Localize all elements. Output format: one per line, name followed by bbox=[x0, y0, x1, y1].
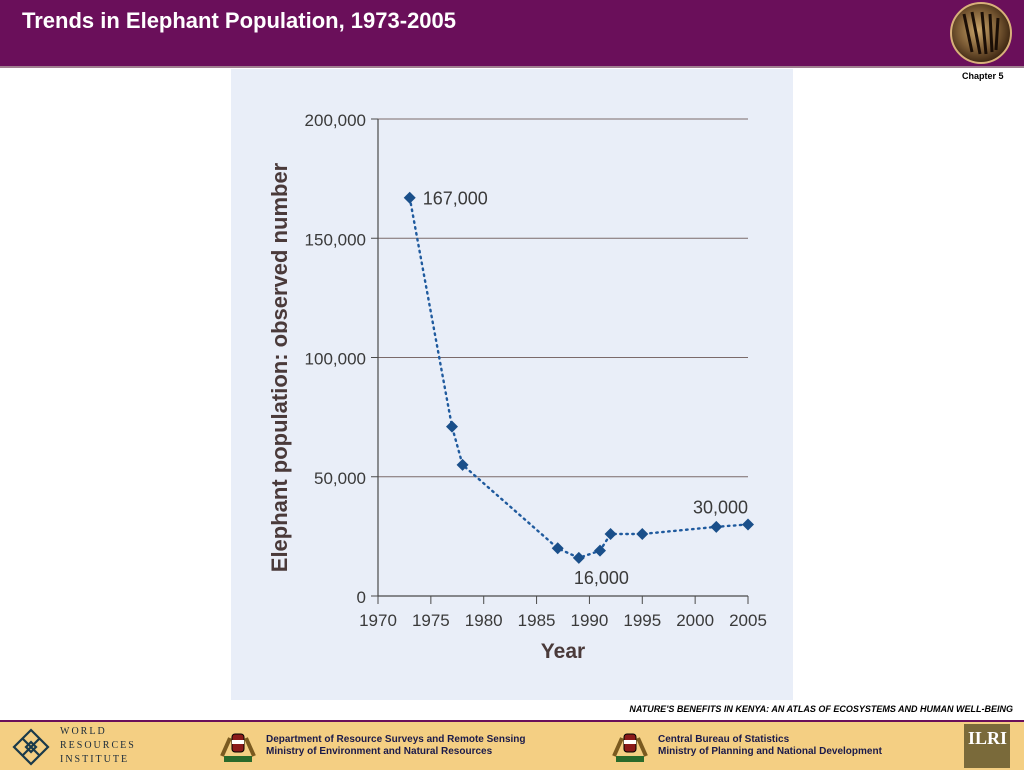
data-label: 16,000 bbox=[574, 568, 629, 588]
y-tick-label: 100,000 bbox=[305, 350, 366, 369]
data-point bbox=[742, 518, 754, 531]
chapter-label: Chapter 5 bbox=[962, 71, 1004, 81]
atlas-caption: NATURE'S BENEFITS IN KENYA: AN ATLAS OF … bbox=[629, 704, 1013, 714]
wri-line-3: INSTITUTE bbox=[60, 754, 130, 765]
footer-bar: WORLD RESOURCES INSTITUTE Department of … bbox=[0, 720, 1024, 770]
data-label: 30,000 bbox=[693, 497, 748, 517]
x-tick-label: 1990 bbox=[571, 611, 609, 630]
data-point bbox=[446, 420, 458, 433]
x-tick-label: 2005 bbox=[729, 611, 767, 630]
x-tick-label: 2000 bbox=[676, 611, 714, 630]
y-tick-label: 150,000 bbox=[305, 230, 366, 249]
dept1-line-2: Ministry of Environment and Natural Reso… bbox=[266, 746, 493, 757]
ilri-logo-icon bbox=[964, 724, 1010, 768]
wri-line-2: RESOURCES bbox=[60, 740, 136, 751]
ilri-logo: ILRI bbox=[964, 724, 1010, 768]
kenya-coat-of-arms-icon bbox=[220, 733, 256, 762]
data-point bbox=[572, 551, 585, 564]
kenya-coat-of-arms-icon bbox=[612, 733, 648, 762]
y-tick-label: 200,000 bbox=[305, 111, 366, 130]
wri-line-1: WORLD bbox=[60, 726, 107, 737]
elephant-population-chart: 0 50,000 100,000 150,000 200,000 1970 1975 1980… bbox=[267, 111, 767, 663]
header-bar: Trends in Elephant Population, 1973-2005 bbox=[0, 0, 1024, 68]
x-axis-title: Year bbox=[541, 640, 585, 663]
x-tick-label: 1975 bbox=[412, 611, 450, 630]
y-axis-title: Elephant population: observed number bbox=[267, 162, 292, 572]
page-title: Trends in Elephant Population, 1973-2005 bbox=[22, 8, 457, 33]
series-line bbox=[408, 196, 750, 560]
y-tick-label: 50,000 bbox=[314, 469, 366, 488]
wri-knot-icon bbox=[12, 728, 50, 766]
chart-panel: 0 50,000 100,000 150,000 200,000 1970 1975 1980… bbox=[231, 69, 793, 700]
data-point bbox=[551, 542, 564, 555]
y-tick-label: 0 bbox=[357, 588, 366, 607]
x-tick-label: 1980 bbox=[465, 611, 503, 630]
dept2-line-1: Central Bureau of Statistics bbox=[658, 734, 790, 745]
data-point bbox=[403, 191, 416, 204]
data-point bbox=[594, 544, 606, 557]
dept2-line-2: Ministry of Planning and National Develo… bbox=[658, 746, 882, 757]
dept-resource-surveys: Department of Resource Surveys and Remot… bbox=[266, 734, 526, 758]
x-tick-label: 1970 bbox=[359, 611, 397, 630]
ilri-wordmark: ILRI bbox=[968, 728, 1008, 748]
data-point bbox=[604, 527, 617, 540]
zebra-logo-icon bbox=[950, 2, 1012, 64]
dept-statistics: Central Bureau of Statistics Ministry of… bbox=[658, 734, 882, 758]
x-tick-label: 1985 bbox=[518, 611, 556, 630]
data-point bbox=[636, 527, 649, 540]
dept1-line-1: Department of Resource Surveys and Remot… bbox=[266, 734, 526, 745]
wri-name: WORLD RESOURCES INSTITUTE bbox=[60, 725, 150, 767]
x-tick-label: 1995 bbox=[623, 611, 661, 630]
data-label: 167,000 bbox=[423, 189, 488, 209]
data-point bbox=[456, 458, 469, 471]
data-point bbox=[710, 520, 723, 533]
